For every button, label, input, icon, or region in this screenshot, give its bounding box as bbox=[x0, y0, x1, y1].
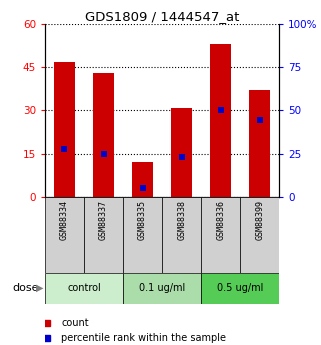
Text: ▶: ▶ bbox=[36, 283, 43, 293]
Text: 0.1 ug/ml: 0.1 ug/ml bbox=[139, 283, 185, 293]
Bar bbox=[54, 61, 75, 197]
Text: percentile rank within the sample: percentile rank within the sample bbox=[61, 333, 226, 343]
Bar bbox=[210, 44, 231, 197]
Text: 0.5 ug/ml: 0.5 ug/ml bbox=[217, 283, 264, 293]
Text: dose: dose bbox=[12, 283, 39, 293]
Bar bbox=[132, 162, 153, 197]
Bar bbox=[201, 197, 240, 273]
Bar bbox=[123, 197, 162, 273]
Text: GSM88338: GSM88338 bbox=[177, 200, 186, 240]
Text: GSM88399: GSM88399 bbox=[255, 200, 264, 240]
Text: GSM88337: GSM88337 bbox=[99, 200, 108, 240]
Bar bbox=[45, 273, 123, 304]
Text: GSM88336: GSM88336 bbox=[216, 200, 225, 240]
Bar bbox=[201, 273, 279, 304]
Bar bbox=[93, 73, 114, 197]
Bar bbox=[45, 197, 84, 273]
Bar bbox=[162, 197, 201, 273]
Bar bbox=[123, 273, 201, 304]
Bar bbox=[84, 197, 123, 273]
Bar bbox=[240, 197, 279, 273]
Text: GSM88335: GSM88335 bbox=[138, 200, 147, 240]
Text: GSM88334: GSM88334 bbox=[60, 200, 69, 240]
Bar bbox=[249, 90, 271, 197]
Text: control: control bbox=[67, 283, 101, 293]
Title: GDS1809 / 1444547_at: GDS1809 / 1444547_at bbox=[85, 10, 239, 23]
Text: count: count bbox=[61, 318, 89, 327]
Bar bbox=[171, 108, 192, 197]
